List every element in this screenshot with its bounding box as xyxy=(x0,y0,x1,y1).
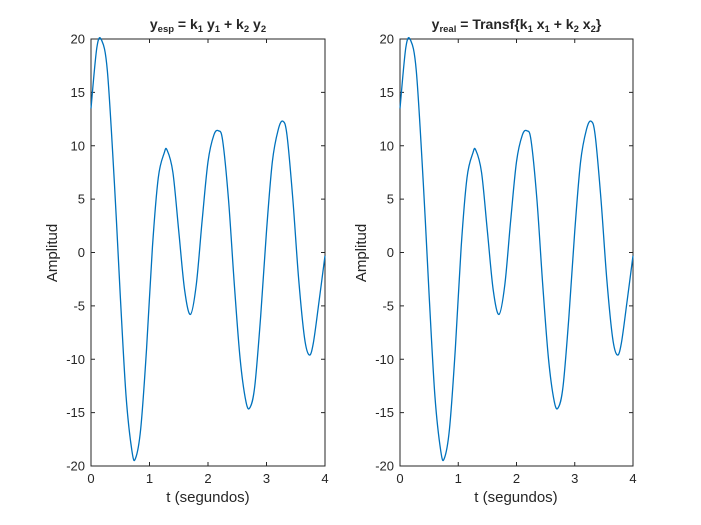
left-x-tick-label: 3 xyxy=(263,471,270,486)
subplot-left: Amplitud t (segundos) -20-15-10-50510152… xyxy=(44,16,329,506)
right-series-line xyxy=(399,37,634,462)
right-x-tick-label: 4 xyxy=(629,471,636,486)
left-y-tick-label: -20 xyxy=(66,459,85,474)
left-x-tick-label: 4 xyxy=(321,471,328,486)
right-y-tick-label: 5 xyxy=(387,192,394,207)
right-x-tick-label: 3 xyxy=(571,471,578,486)
right-y-tick-label: -20 xyxy=(375,459,394,474)
left-x-tick-label: 1 xyxy=(146,471,153,486)
left-y-tick-label: -15 xyxy=(66,405,85,420)
left-y-tick-label: 10 xyxy=(71,138,85,153)
right-x-tick-label: 1 xyxy=(455,471,462,486)
right-chart-title: yreal = Transf{k1 x1 + k2 x2} xyxy=(432,16,602,35)
right-y-tick-label: 20 xyxy=(380,32,394,47)
right-y-tick-label: -5 xyxy=(382,298,394,313)
right-y-axis-label: Amplitud xyxy=(353,224,370,282)
right-y-tick-label: 15 xyxy=(380,85,394,100)
right-y-tick-label: 0 xyxy=(387,245,394,260)
right-y-tick-label: -10 xyxy=(375,352,394,367)
right-x-tick-label: 2 xyxy=(513,471,520,486)
left-y-tick-label: 15 xyxy=(71,85,85,100)
right-x-axis-label: t (segundos) xyxy=(474,489,557,506)
left-y-tick-label: -5 xyxy=(73,298,85,313)
left-y-tick-label: 20 xyxy=(71,32,85,47)
right-x-tick-label: 0 xyxy=(396,471,403,486)
left-y-axis-label: Amplitud xyxy=(44,224,61,282)
left-x-tick-label: 0 xyxy=(87,471,94,486)
left-y-tick-label: 0 xyxy=(78,245,85,260)
left-series-line xyxy=(90,37,326,462)
subplot-right: Amplitud t (segundos) -20-15-10-50510152… xyxy=(353,16,637,506)
left-y-tick-label: -10 xyxy=(66,352,85,367)
right-y-tick-label: 10 xyxy=(380,138,394,153)
right-y-tick-label: -15 xyxy=(375,405,394,420)
left-x-tick-label: 2 xyxy=(204,471,211,486)
left-chart-title: yesp = k1 y1 + k2 y2 xyxy=(150,16,266,35)
left-y-tick-label: 5 xyxy=(78,192,85,207)
left-x-axis-label: t (segundos) xyxy=(166,489,249,506)
